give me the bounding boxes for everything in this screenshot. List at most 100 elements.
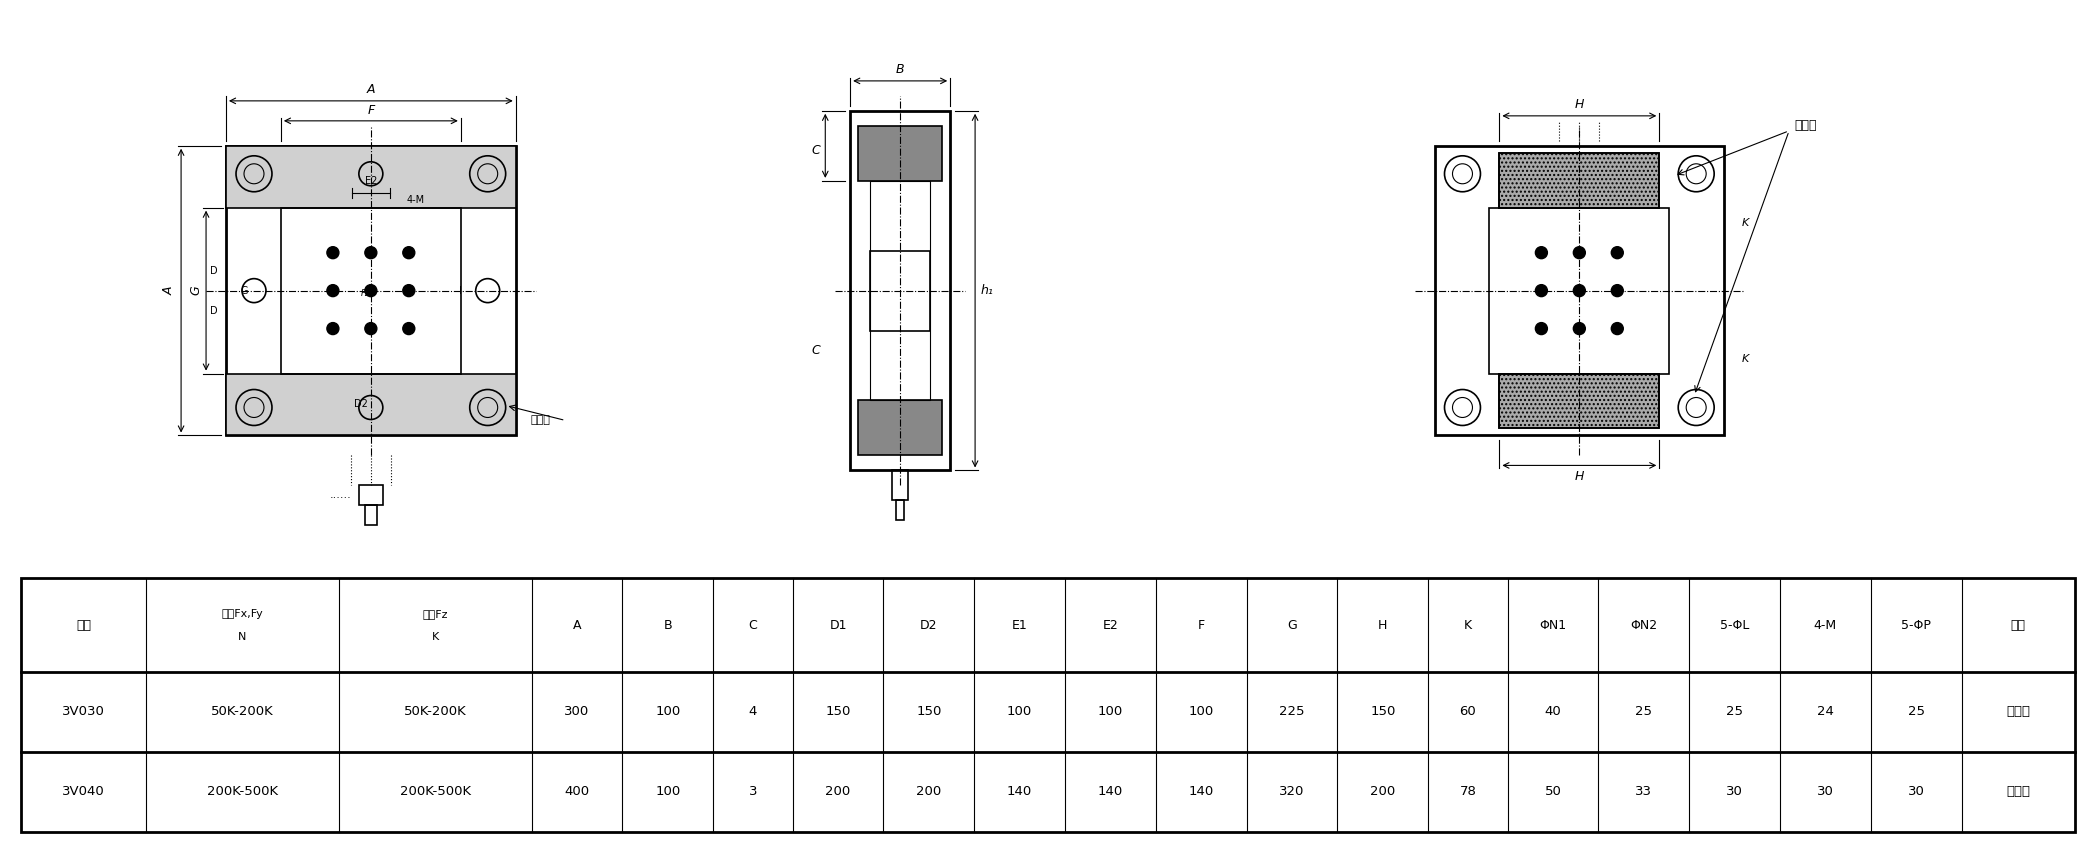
Text: 3: 3 bbox=[748, 785, 757, 798]
Text: 140: 140 bbox=[1006, 785, 1031, 798]
Text: C: C bbox=[748, 618, 757, 632]
Text: 50K-200K: 50K-200K bbox=[212, 706, 275, 718]
Text: D2: D2 bbox=[354, 398, 367, 409]
Bar bbox=[1499, 374, 1660, 428]
Text: 40: 40 bbox=[1545, 706, 1562, 718]
Text: 50: 50 bbox=[1545, 785, 1562, 798]
Text: 3V030: 3V030 bbox=[63, 706, 105, 718]
Circle shape bbox=[365, 322, 377, 334]
Bar bbox=[365, 505, 377, 525]
Text: 320: 320 bbox=[1279, 785, 1304, 798]
Bar bbox=[358, 486, 384, 505]
Circle shape bbox=[1612, 322, 1622, 334]
Text: 承压面: 承压面 bbox=[1794, 119, 1817, 132]
Text: 4-M: 4-M bbox=[407, 195, 425, 205]
Circle shape bbox=[1536, 247, 1547, 259]
Text: C: C bbox=[811, 145, 820, 157]
Text: E2: E2 bbox=[365, 176, 377, 186]
Text: 材质: 材质 bbox=[2010, 618, 2027, 632]
Circle shape bbox=[402, 247, 415, 259]
Text: H: H bbox=[1574, 470, 1585, 483]
Bar bbox=[226, 374, 516, 436]
Circle shape bbox=[1536, 284, 1547, 297]
Bar bbox=[897, 500, 903, 520]
Text: 5-ΦP: 5-ΦP bbox=[1901, 618, 1930, 632]
Text: 100: 100 bbox=[1006, 706, 1031, 718]
Text: N: N bbox=[239, 632, 247, 641]
Text: B: B bbox=[895, 63, 905, 76]
Text: 5-ΦL: 5-ΦL bbox=[1721, 618, 1750, 632]
Text: 25: 25 bbox=[1727, 706, 1744, 718]
Text: G: G bbox=[241, 286, 247, 295]
Bar bbox=[226, 146, 516, 436]
Text: 100: 100 bbox=[1188, 706, 1214, 718]
Text: 量程Fz: 量程Fz bbox=[423, 608, 449, 618]
Text: H: H bbox=[1377, 618, 1388, 632]
Text: 50K-200K: 50K-200K bbox=[405, 706, 467, 718]
Text: 200K-500K: 200K-500K bbox=[400, 785, 472, 798]
Text: 200: 200 bbox=[1371, 785, 1396, 798]
Text: K: K bbox=[1742, 354, 1750, 364]
Text: 4: 4 bbox=[748, 706, 757, 718]
Text: ΦN2: ΦN2 bbox=[1631, 618, 1658, 632]
Text: D2: D2 bbox=[920, 618, 937, 632]
Bar bbox=[851, 111, 949, 470]
Text: 3V040: 3V040 bbox=[63, 785, 105, 798]
Text: K: K bbox=[1742, 217, 1750, 228]
Bar bbox=[1490, 208, 1668, 374]
Circle shape bbox=[1536, 322, 1547, 334]
Text: ΦN1: ΦN1 bbox=[1538, 618, 1566, 632]
Text: 150: 150 bbox=[826, 706, 851, 718]
Circle shape bbox=[365, 284, 377, 297]
Circle shape bbox=[1574, 284, 1585, 297]
Circle shape bbox=[327, 284, 340, 297]
Bar bbox=[226, 146, 516, 208]
Text: 225: 225 bbox=[1279, 706, 1304, 718]
Text: 100: 100 bbox=[1098, 706, 1123, 718]
Circle shape bbox=[1612, 247, 1622, 259]
Text: C: C bbox=[811, 344, 820, 357]
Text: A: A bbox=[367, 83, 375, 96]
Text: 140: 140 bbox=[1098, 785, 1123, 798]
Circle shape bbox=[1574, 247, 1585, 259]
Circle shape bbox=[365, 247, 377, 259]
Text: D: D bbox=[210, 305, 218, 316]
Bar bbox=[281, 208, 461, 374]
Circle shape bbox=[327, 247, 340, 259]
Text: 合金钢: 合金钢 bbox=[2006, 706, 2031, 718]
Text: ......: ...... bbox=[329, 491, 352, 500]
Text: 30: 30 bbox=[1817, 785, 1834, 798]
Text: 25: 25 bbox=[1907, 706, 1924, 718]
Text: 200: 200 bbox=[826, 785, 851, 798]
Text: 78: 78 bbox=[1459, 785, 1476, 798]
Text: F: F bbox=[1197, 618, 1205, 632]
Text: 150: 150 bbox=[1371, 706, 1396, 718]
Text: K: K bbox=[432, 632, 438, 641]
Text: D1: D1 bbox=[830, 618, 847, 632]
Text: I: I bbox=[459, 286, 463, 295]
Text: 200K-500K: 200K-500K bbox=[208, 785, 279, 798]
Text: G: G bbox=[189, 286, 201, 295]
Text: 150: 150 bbox=[916, 706, 941, 718]
Bar bbox=[857, 126, 941, 181]
Bar bbox=[1499, 153, 1660, 208]
Text: K: K bbox=[1463, 618, 1471, 632]
Circle shape bbox=[402, 284, 415, 297]
Bar bbox=[870, 181, 931, 400]
Bar bbox=[1434, 146, 1725, 436]
Bar bbox=[857, 400, 941, 455]
Text: A: A bbox=[572, 618, 581, 632]
Text: Fz: Fz bbox=[361, 289, 371, 298]
Text: E2: E2 bbox=[1102, 618, 1119, 632]
Text: 型号: 型号 bbox=[75, 618, 90, 632]
Text: 140: 140 bbox=[1188, 785, 1214, 798]
Text: E1: E1 bbox=[1012, 618, 1027, 632]
Text: 24: 24 bbox=[1817, 706, 1834, 718]
Circle shape bbox=[402, 322, 415, 334]
Text: 合金钢: 合金钢 bbox=[2006, 785, 2031, 798]
Text: 100: 100 bbox=[656, 785, 681, 798]
Text: 30: 30 bbox=[1907, 785, 1924, 798]
Text: 33: 33 bbox=[1635, 785, 1652, 798]
Text: D: D bbox=[210, 266, 218, 276]
Bar bbox=[1499, 153, 1660, 208]
